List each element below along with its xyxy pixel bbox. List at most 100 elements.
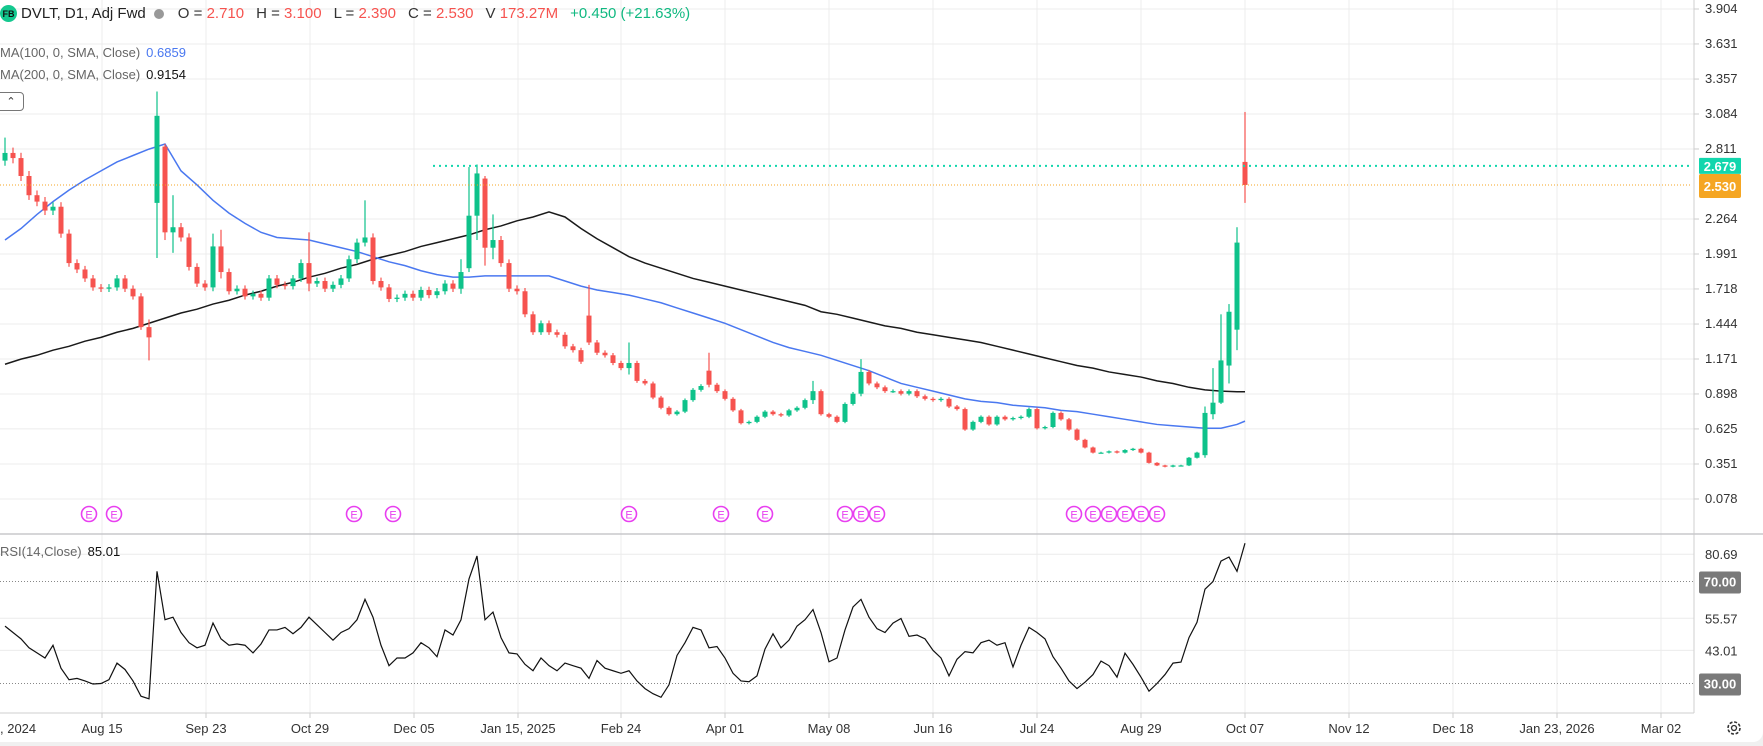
candle-body xyxy=(474,173,480,216)
candle-body xyxy=(402,293,408,298)
earnings-marker[interactable]: E xyxy=(105,505,123,523)
rsi-line xyxy=(4,543,1246,700)
candle-body xyxy=(210,246,216,288)
candle-body xyxy=(778,414,784,416)
earnings-marker-circle xyxy=(384,505,402,523)
candle-body xyxy=(346,259,352,279)
gear-icon-hub xyxy=(1730,724,1738,732)
candle xyxy=(66,229,72,267)
earnings-marker[interactable]: E xyxy=(756,505,774,523)
earnings-marker-circle xyxy=(852,505,870,523)
low-label: L = xyxy=(333,5,355,22)
collapse-legend-button[interactable]: ⌃ xyxy=(0,92,24,111)
ma100-line xyxy=(4,143,1246,430)
earnings-marker[interactable]: E xyxy=(80,505,98,523)
candle-body xyxy=(650,383,656,398)
gear-icon-teeth xyxy=(1727,721,1741,735)
candle xyxy=(530,311,536,335)
candle xyxy=(298,259,304,282)
earnings-marker[interactable]: E xyxy=(1148,505,1166,523)
candle xyxy=(2,137,8,166)
candle-body xyxy=(442,283,448,292)
candle-body xyxy=(1194,452,1200,458)
earnings-marker[interactable]: E xyxy=(1116,505,1134,523)
date-tick-label: Jan 15, 2025 xyxy=(480,721,555,736)
gear-icon[interactable] xyxy=(1727,721,1741,735)
candle xyxy=(786,408,792,417)
earnings-marker[interactable]: E xyxy=(712,505,730,523)
candle-body xyxy=(322,281,328,289)
candle xyxy=(394,294,400,303)
candle xyxy=(1010,416,1016,421)
candle xyxy=(250,290,256,300)
candle xyxy=(850,391,856,406)
candle-body xyxy=(514,288,520,292)
earnings-marker[interactable]: E xyxy=(1100,505,1118,523)
candle xyxy=(1218,314,1224,404)
candle xyxy=(498,235,504,267)
earnings-marker-label: E xyxy=(1089,510,1096,522)
candle-body xyxy=(898,391,904,394)
candle xyxy=(554,329,560,338)
candle-body xyxy=(418,289,424,298)
candle xyxy=(18,152,24,181)
earnings-marker[interactable]: E xyxy=(852,505,870,523)
earnings-marker[interactable]: E xyxy=(384,505,402,523)
candle-body xyxy=(874,383,880,388)
ma200-legend[interactable]: MA(200, 0, SMA, Close) 0.9154 xyxy=(0,67,186,82)
rsi-legend[interactable]: RSI(14,Close) 85.01 xyxy=(0,544,120,559)
candle xyxy=(978,415,984,424)
earnings-marker-circle xyxy=(868,505,886,523)
earnings-marker[interactable]: E xyxy=(620,505,638,523)
candle-body xyxy=(194,266,200,284)
candle-body xyxy=(794,407,800,411)
rsi-layer xyxy=(4,543,1246,700)
price-tick-label: 3.084 xyxy=(1705,106,1738,121)
earnings-marker[interactable]: E xyxy=(836,505,854,523)
candle-body xyxy=(1106,451,1112,453)
rsi-tick-label: 43.01 xyxy=(1705,643,1738,658)
candle xyxy=(1074,428,1080,441)
ma100-legend[interactable]: MA(100, 0, SMA, Close) 0.6859 xyxy=(0,45,186,60)
candle-body xyxy=(714,384,720,392)
earnings-marker-label: E xyxy=(1105,510,1112,522)
date-tick-label: Jul 24 xyxy=(1020,721,1055,736)
candle xyxy=(482,175,488,266)
candle-body xyxy=(978,416,984,422)
market-status-dot xyxy=(153,8,164,19)
candle xyxy=(730,397,736,412)
earnings-marker-label: E xyxy=(389,510,396,522)
price-tick-label: 3.631 xyxy=(1705,36,1738,51)
candle xyxy=(778,412,784,417)
candle xyxy=(450,280,456,292)
candle xyxy=(642,378,648,386)
candle xyxy=(202,280,208,291)
candle xyxy=(946,397,952,409)
candle xyxy=(634,360,640,383)
candle-body xyxy=(610,355,616,363)
candle-body xyxy=(818,391,824,415)
candle xyxy=(474,164,480,241)
candle xyxy=(122,274,128,292)
candle-body xyxy=(226,272,232,292)
candle xyxy=(1186,456,1192,467)
price-lines xyxy=(0,164,1690,186)
earnings-marker[interactable]: E xyxy=(345,505,363,523)
candle xyxy=(458,259,464,294)
candle-body xyxy=(234,288,240,292)
candle-body xyxy=(538,323,544,333)
earnings-marker[interactable]: E xyxy=(1084,505,1102,523)
candle xyxy=(434,287,440,299)
symbol-title[interactable]: DVLT, D1, Adj Fwd xyxy=(21,5,146,22)
earnings-marker[interactable]: E xyxy=(868,505,886,523)
price-tick-label: 3.357 xyxy=(1705,71,1738,86)
earnings-marker[interactable]: E xyxy=(1065,505,1083,523)
candle xyxy=(618,360,624,371)
candle-body xyxy=(850,393,856,404)
candle-body xyxy=(314,281,320,284)
candle-body xyxy=(554,332,560,335)
earnings-marker[interactable]: E xyxy=(1132,505,1150,523)
candles xyxy=(2,91,1248,468)
candle xyxy=(162,143,168,241)
